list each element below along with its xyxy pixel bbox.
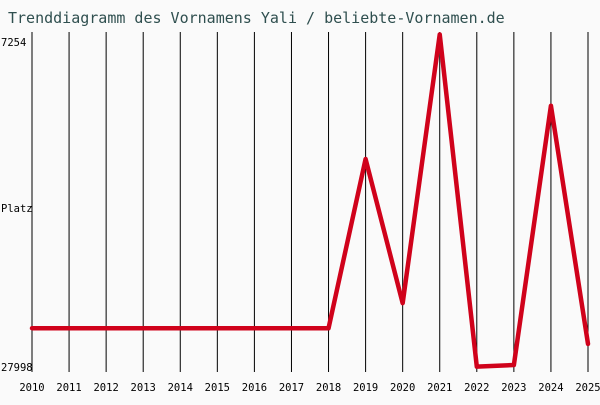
x-tick-label-2020: 2020 [390, 382, 415, 394]
x-tick-label-2021: 2021 [427, 382, 452, 394]
y-axis-title: Platz [1, 203, 33, 215]
x-tick-label-2022: 2022 [464, 382, 489, 394]
x-tick-label-2023: 2023 [501, 382, 526, 394]
series-layer [32, 34, 588, 366]
x-axis-labels: 2010 2011 2012 2013 2014 2015 2016 2017 2018 2019… [19, 382, 600, 394]
x-tick-label-2017: 2017 [279, 382, 304, 394]
series-line [32, 34, 588, 366]
x-tick-label-2014: 2014 [168, 382, 193, 394]
grid-layer [32, 32, 588, 372]
x-tick-label-2018: 2018 [316, 382, 341, 394]
y-axis-labels: 7254 Platz 27998 [1, 37, 33, 374]
x-tick-label-2010: 2010 [19, 382, 44, 394]
x-tick-label-2019: 2019 [353, 382, 378, 394]
chart-title: Trenddiagramm des Vornamens Yali / belie… [8, 9, 505, 27]
x-tick-label-2013: 2013 [131, 382, 156, 394]
y-tick-label-bottom: 27998 [1, 362, 33, 374]
x-tick-label-2015: 2015 [205, 382, 230, 394]
x-tick-label-2012: 2012 [93, 382, 118, 394]
y-tick-label-top: 7254 [1, 37, 26, 49]
x-tick-label-2016: 2016 [242, 382, 267, 394]
x-tick-label-2025: 2025 [575, 382, 600, 394]
x-tick-label-2024: 2024 [538, 382, 563, 394]
x-tick-label-2011: 2011 [56, 382, 81, 394]
